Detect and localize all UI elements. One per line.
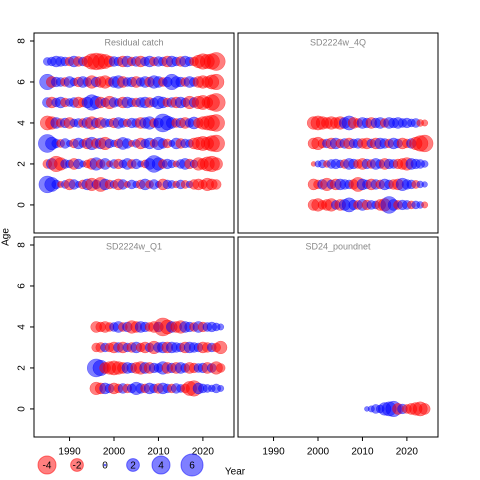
bubble (214, 340, 228, 355)
bubble (207, 134, 225, 153)
panel-title: SD2224w_4Q (310, 37, 366, 47)
x-tick-label: 2020 (396, 447, 419, 458)
legend-bubble (37, 455, 57, 475)
bubble (418, 403, 431, 415)
legend-bubble (70, 458, 84, 472)
y-tick-label: 8 (17, 38, 28, 44)
legend-bubble (180, 453, 204, 477)
y-tick-label: 4 (17, 120, 28, 126)
panel-title: SD24_poundnet (305, 241, 371, 251)
bubble (415, 134, 434, 153)
bubble (209, 157, 223, 171)
panel-title: SD2224w_Q1 (106, 241, 162, 251)
x-tick-label: 2010 (147, 447, 170, 458)
panel-frame (237, 236, 439, 438)
bubble (217, 323, 225, 331)
bubble (217, 385, 225, 392)
legend-label: 0 (102, 461, 108, 472)
bubble (207, 114, 225, 132)
y-tick-label: 0 (17, 202, 28, 208)
bubble (421, 201, 429, 209)
panel-title: Residual catch (104, 37, 163, 47)
legend-bubble (103, 463, 107, 467)
y-tick-label: 8 (17, 242, 28, 248)
y-tick-label: 2 (17, 161, 28, 167)
x-tick-label: 2000 (103, 447, 126, 458)
legend-label: 4 (158, 461, 164, 472)
bubble (206, 52, 226, 71)
legend-bubble (126, 458, 140, 472)
y-tick-label: 0 (17, 406, 28, 412)
bubble (421, 119, 429, 127)
panel-frame (33, 32, 235, 234)
y-tick-label: 6 (17, 79, 28, 85)
panel-frame (237, 32, 439, 234)
y-axis-label: Age (1, 228, 12, 246)
legend-label: 2 (130, 461, 136, 472)
x-tick-label: 1990 (262, 447, 285, 458)
y-tick-label: 6 (17, 283, 28, 289)
legend-label: 6 (189, 461, 195, 472)
bubble (215, 363, 226, 373)
bubble (206, 93, 226, 112)
legend-label: -2 (73, 461, 82, 472)
y-tick-label: 4 (17, 324, 28, 330)
x-tick-label: 2020 (192, 447, 215, 458)
bubble (211, 179, 222, 190)
x-tick-label: 2010 (351, 447, 374, 458)
x-tick-label: 2000 (307, 447, 330, 458)
x-tick-label: 1990 (58, 447, 81, 458)
y-tick-label: 2 (17, 365, 28, 371)
panel-frame (33, 236, 235, 438)
bubble (420, 160, 429, 168)
legend-bubble (151, 455, 171, 475)
bubble (208, 73, 225, 91)
bubble (421, 181, 428, 188)
legend-label: -4 (43, 461, 52, 472)
x-axis-label: Year (225, 467, 246, 478)
